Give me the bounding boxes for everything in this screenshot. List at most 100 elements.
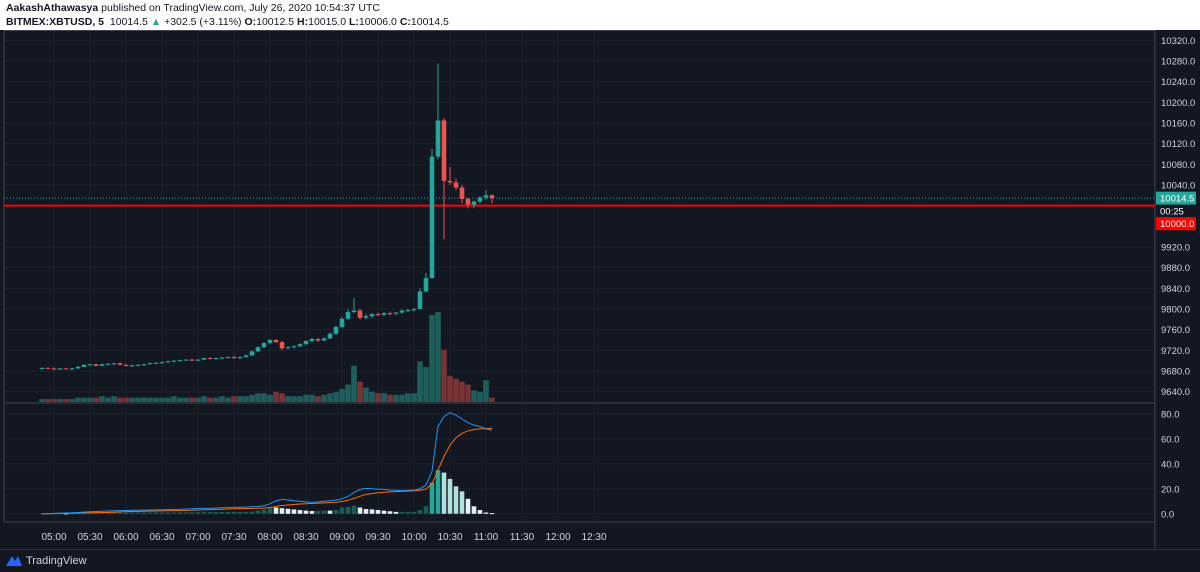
volume-bar: [387, 394, 393, 402]
volume-bar: [45, 399, 51, 402]
candle-body: [219, 357, 225, 359]
oscillator-histogram-bar: [417, 510, 423, 514]
oscillator-histogram-bar: [117, 512, 123, 514]
volume-bar: [255, 393, 261, 402]
candle-body: [309, 338, 315, 342]
volume-bar: [141, 397, 147, 402]
oscillator-histogram-bar: [369, 509, 375, 514]
candle-body: [117, 363, 123, 365]
volume-bar: [297, 396, 303, 402]
volume-bar: [279, 393, 285, 402]
candle-body: [261, 343, 267, 348]
oscillator-histogram-bar: [273, 507, 279, 514]
candle-body: [207, 358, 213, 360]
candle-body: [189, 359, 195, 361]
volume-bar: [423, 367, 429, 402]
time-tick-label: 05:30: [77, 532, 102, 543]
oscillator-histogram-bar: [483, 512, 489, 514]
candle-body: [459, 187, 465, 199]
candle-body: [375, 314, 381, 316]
volume-bar: [183, 397, 189, 402]
price-tick-label: 9720.0: [1161, 346, 1190, 357]
candle-body: [51, 368, 57, 370]
candle-body: [369, 314, 375, 317]
footer-bar: TradingView: [0, 549, 1200, 572]
tradingview-logo-icon[interactable]: [6, 554, 22, 566]
time-tick-label: 11:30: [510, 532, 535, 543]
author-name[interactable]: AakashAthawasya: [6, 2, 99, 14]
volume-bar: [489, 397, 495, 402]
publish-header: AakashAthawasya published on TradingView…: [0, 0, 1200, 30]
countdown-badge-text: 00:25: [1160, 207, 1184, 218]
close-label: C:: [399, 16, 411, 28]
oscillator-tick-label: 20.0: [1161, 484, 1180, 495]
price-tick-label: 9760.0: [1161, 325, 1190, 336]
volume-bar: [261, 393, 267, 402]
oscillator-histogram-bar: [159, 512, 165, 514]
candle-body: [477, 197, 483, 202]
volume-bar: [405, 393, 411, 402]
volume-bar: [417, 361, 423, 402]
candle-body: [195, 359, 201, 361]
oscillator-histogram-bar: [81, 513, 87, 515]
candle-body: [225, 357, 231, 359]
oscillator-main-line: [42, 412, 493, 515]
oscillator-histogram-bar: [375, 510, 381, 514]
time-tick-label: 10:00: [401, 532, 426, 543]
candle-body: [129, 365, 135, 367]
price-chart[interactable]: 05:00 05:30 06:00 06:30 07:00 07:30 08:00 08:30…: [0, 30, 1200, 549]
candle-body: [63, 368, 69, 370]
oscillator-histogram-bar: [189, 512, 195, 514]
symbol-legend: BITMEX:XBTUSD, 5 10014.5 ▲ +302.5 (+3.11…: [6, 16, 449, 28]
volume-bar: [315, 396, 321, 402]
volume-bar: [237, 396, 243, 402]
oscillator-histogram-bar: [123, 512, 129, 514]
oscillator-histogram-bar: [315, 510, 321, 514]
candle-body: [333, 327, 339, 334]
candle-body: [141, 364, 147, 366]
candle-body: [81, 364, 87, 367]
price-tick-label: 9640.0: [1161, 387, 1190, 398]
volume-bar: [117, 397, 123, 402]
volume-bar: [99, 396, 105, 402]
price-tick-label: 9880.0: [1161, 263, 1190, 274]
countdown-badge[interactable]: 00:25: [1156, 204, 1196, 218]
tradingview-brand[interactable]: TradingView: [26, 555, 87, 567]
candle-body: [111, 363, 117, 365]
volume-bar: [147, 397, 153, 402]
candle-body: [357, 310, 363, 318]
candle-body: [243, 355, 249, 358]
candle-body: [255, 347, 261, 352]
price-tick-label: 10320.0: [1161, 36, 1195, 47]
last-price-badge[interactable]: 10014.5: [1156, 191, 1196, 205]
symbol-name[interactable]: BITMEX:XBTUSD, 5: [6, 16, 105, 28]
oscillator-histogram-bar: [267, 506, 273, 514]
candle-body: [105, 363, 111, 365]
candle-body: [381, 313, 387, 315]
time-tick-label: 05:00: [41, 532, 66, 543]
volume-bar: [345, 384, 351, 402]
oscillator-histogram-bar: [177, 512, 183, 514]
candle-body: [45, 367, 51, 369]
candle-body: [69, 368, 75, 370]
time-tick-label: 09:00: [329, 532, 354, 543]
volume-bar: [75, 397, 81, 402]
candle-body: [465, 198, 471, 205]
volume-bar: [477, 391, 483, 402]
volume-bar: [267, 394, 273, 402]
volume-bar: [483, 380, 489, 402]
chart-background: [0, 30, 1200, 549]
volume-bar: [363, 387, 369, 402]
volume-bar: [429, 314, 435, 402]
volume-bar: [177, 397, 183, 402]
candle-body: [339, 318, 345, 328]
level-price-badge[interactable]: 10000.0: [1156, 217, 1196, 231]
candle-body: [411, 309, 417, 311]
volume-bar: [213, 397, 219, 402]
price-change: +302.5 (+3.11%): [164, 16, 242, 28]
time-tick-label: 07:00: [185, 532, 210, 543]
volume-bar: [171, 396, 177, 402]
oscillator-histogram-bar: [129, 512, 135, 514]
volume-bar: [57, 399, 63, 402]
oscillator-histogram-bar: [321, 510, 327, 514]
